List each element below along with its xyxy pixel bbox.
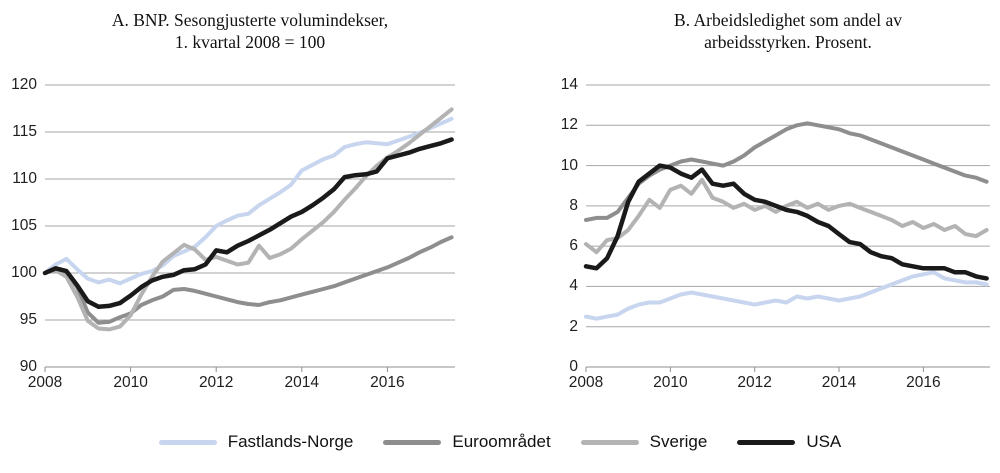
usa-line-swatch [737,439,796,445]
y-tick-label: 110 [12,170,37,187]
legend-label: Euroområdet [452,432,551,451]
y-tick-label: 100 [11,264,37,281]
x-tick-label: 2012 [737,374,772,391]
x-tick-label: 2008 [568,374,604,391]
panel-a-plot-svg [42,84,455,372]
x-tick-label: 2016 [906,374,941,391]
euroomradet-line-swatch [383,439,442,445]
panel-a-title: A. BNP. Sesongjusterte volumindekser, 1.… [45,9,455,53]
panel-b-title-line1: B. Arbeidsledighet som andel av [674,10,902,30]
panel-a-plot: 90 95 100 105 110 115 120 2008 2010 2012 2014 2016 [11,76,455,391]
series-line-euroomr-det [43,235,454,325]
y-tick-label: 4 [569,277,578,295]
y-tick-label: 105 [11,217,37,234]
legend-label: Fastlands-Norge [227,432,354,451]
legend-label: Sverige [649,432,708,451]
series-line-fastlands-norge [584,270,989,321]
y-tick-label: 10 [560,156,578,174]
x-tick-label: 2012 [198,374,234,391]
series-line-usa [583,163,989,281]
legend-item-sverige: Sverige [580,432,708,452]
y-tick-label: 14 [560,76,578,93]
legend-item-usa: USA [737,432,841,452]
series-line-usa [42,137,454,310]
y-tick-label: 12 [560,116,578,134]
x-tick-label: 2014 [821,374,857,391]
panel-a-title-line1: A. BNP. Sesongjusterte volumindekser, [111,10,389,30]
legend: Fastlands-Norge Euroområdet Sverige USA [0,432,1000,452]
x-tick-label: 2010 [653,374,688,391]
x-tick-label: 2014 [284,374,320,391]
panel-b-plot: 0 2 4 6 8 10 12 14 2008 2010 2012 2014 2016 [561,76,990,391]
y-tick-label: 2 [569,317,578,335]
y-tick-label: 95 [19,311,37,328]
x-tick-label: 2016 [370,374,405,391]
y-tick-label: 8 [569,196,578,214]
y-tick-label: 6 [569,237,578,255]
legend-item-fastlands-norge: Fastlands-Norge [158,432,354,452]
y-tick-label: 0 [569,358,578,375]
fastlands-norge-line-swatch [158,439,217,445]
sverige-line-swatch [580,439,639,445]
y-tick-label: 115 [12,123,37,140]
series-line-fastlands-norge [43,116,454,286]
legend-label: USA [806,432,842,451]
panel-b-title: B. Arbeidsledighet som andel av arbeidss… [576,9,1000,53]
panel-b-plot-svg [583,84,990,372]
x-tick-label: 2010 [113,374,148,391]
panel-a-title-line2: 1. kvartal 2008 = 100 [174,32,326,52]
y-tick-label: 90 [19,358,37,375]
legend-item-euroomradet: Euroområdet [383,432,551,452]
y-tick-label: 120 [11,76,37,93]
series-line-sverige [584,177,989,255]
x-tick-label: 2008 [27,374,63,391]
panel-b-title-line2: arbeidsstyrken. Prosent. [704,32,872,52]
